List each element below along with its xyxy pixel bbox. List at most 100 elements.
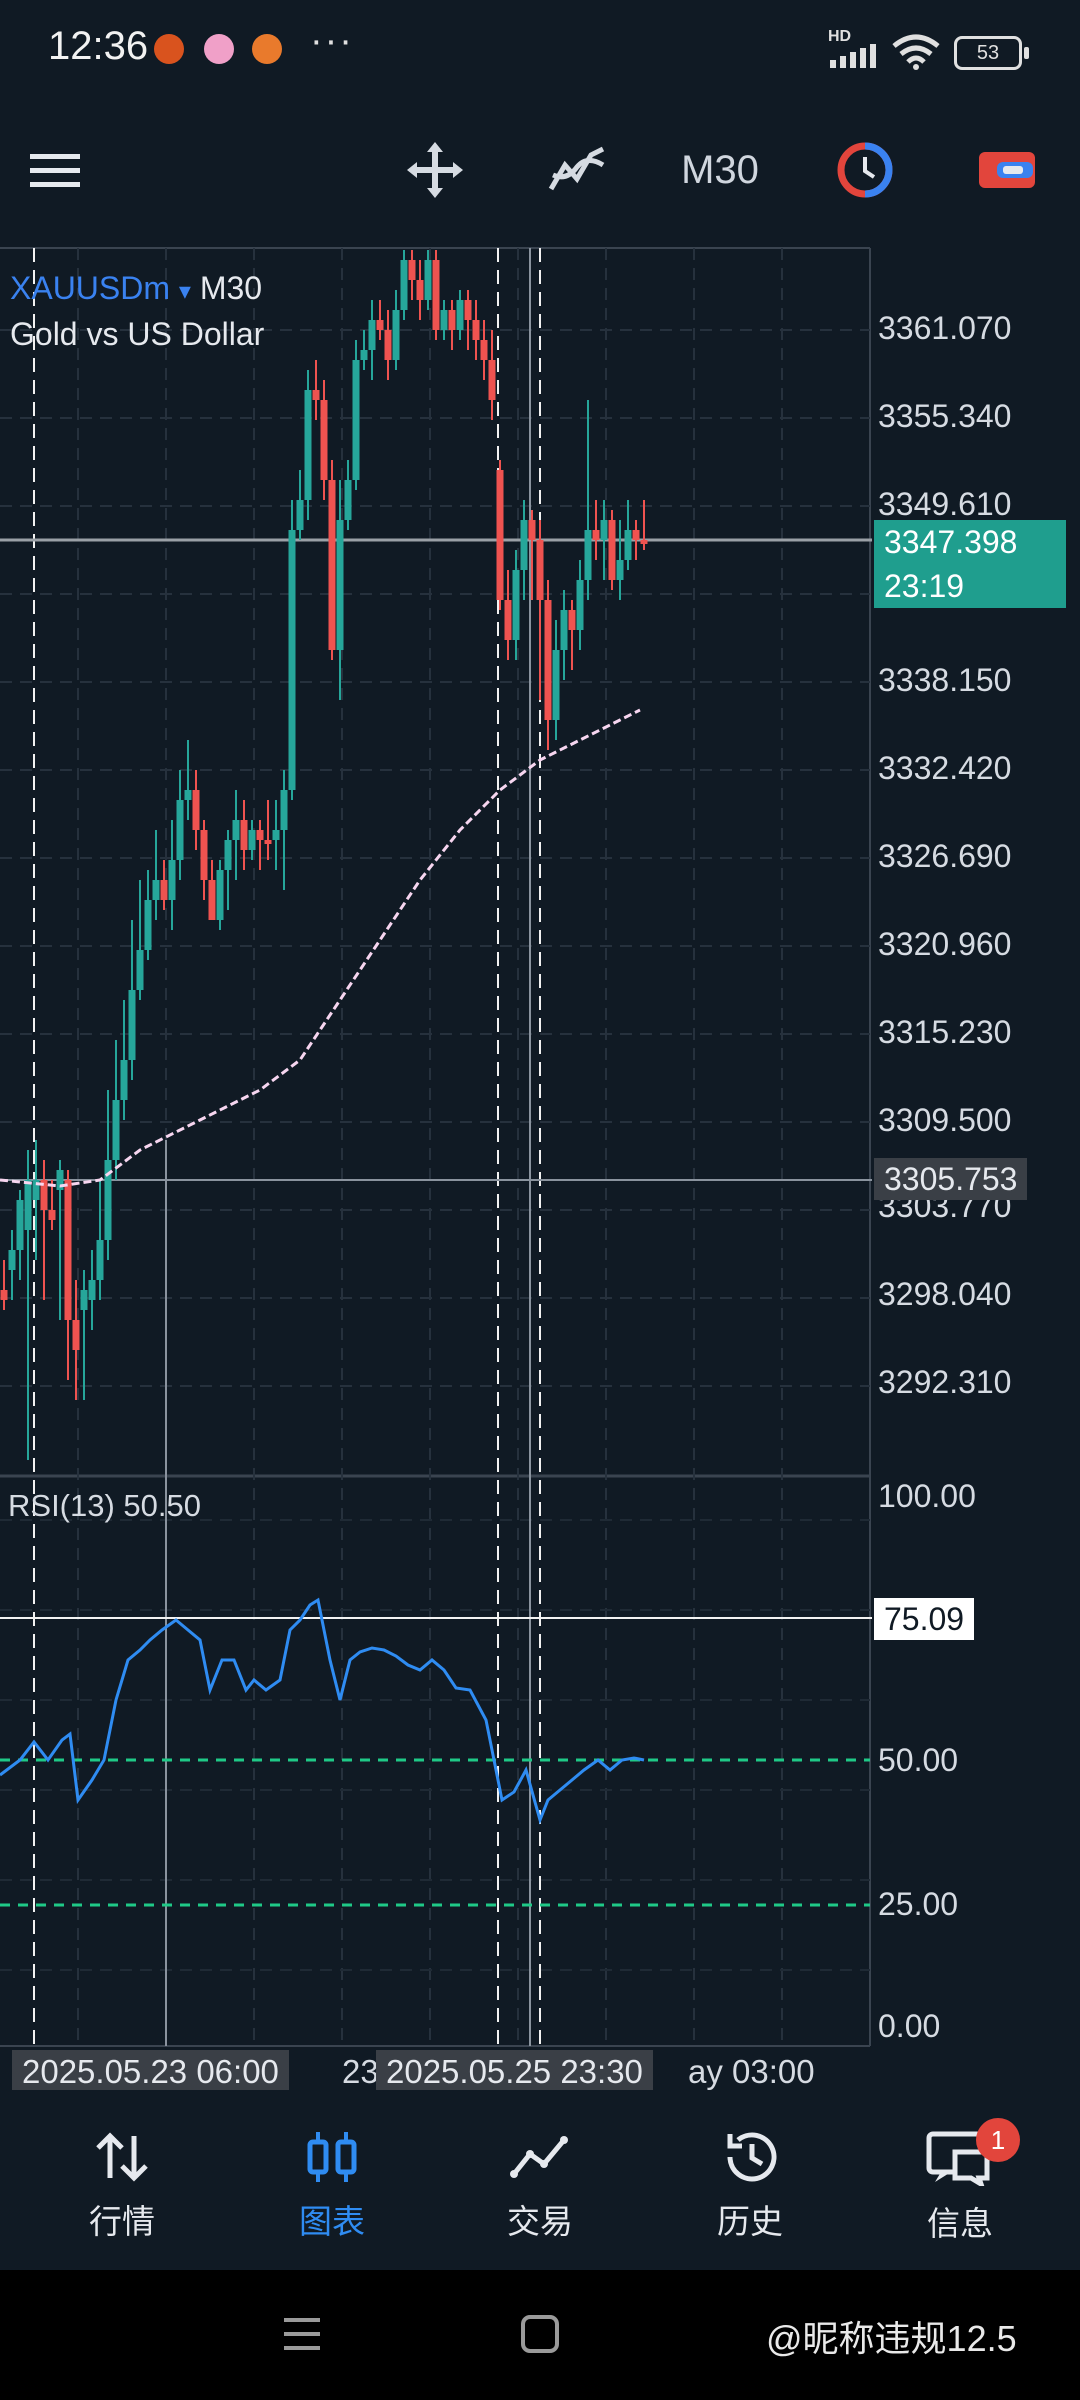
nav-trade[interactable]: 交易 [460,2130,620,2243]
one-click-trading-button[interactable] [830,110,900,230]
candle-body [472,320,480,340]
menu-button[interactable] [20,110,90,230]
candle-body [416,280,424,300]
current-price-tag: 3347.398 23:19 [874,520,1066,608]
rsi-level-0: 0.00 [878,2008,941,2044]
home-icon[interactable] [520,2314,560,2354]
candle-body [448,310,456,330]
candle-body [392,310,400,360]
recent-apps-icon[interactable] [282,2314,322,2354]
crosshair-date-tag-2: 2025.05.25 23:30 [376,2050,653,2094]
price-axis-label: 3355.340 [878,398,1012,434]
objects-icon [979,152,1035,188]
candle-body [272,830,280,840]
candle-body [512,570,520,640]
candle-body [96,1240,104,1280]
symbol-info[interactable]: XAUUSDm ▾ M30 [10,270,262,307]
nav-history[interactable]: 历史 [670,2130,830,2243]
candle-body [16,1200,24,1250]
watermark: @昵称违规12.5 [766,2318,1017,2359]
symbol-name[interactable]: XAUUSDm [10,270,171,306]
crosshair-price-tag: 3305.753 [874,1158,1028,1200]
moving-average-line [0,708,641,1188]
candle-body [256,830,264,840]
candle-body [232,820,240,840]
candle-body [184,790,192,800]
notification-app-icon [204,34,234,64]
candle-body [240,820,248,850]
candle-body [160,880,168,900]
nav-quotes[interactable]: 行情 [42,2130,202,2243]
candle-body [400,260,408,310]
candle-body [440,310,448,330]
crosshair-button[interactable] [400,110,470,230]
candle-body [304,390,312,500]
price-chart[interactable] [0,240,1080,2090]
candle-body [320,400,328,480]
candle-body [544,600,552,720]
rsi-line [0,1597,645,1825]
notification-app-icon [252,34,282,64]
candle-body [128,990,136,1060]
nav-label: 图表 [299,2203,365,2240]
candle-body [200,830,208,880]
bar-countdown: 23:19 [884,568,965,604]
candle-body [120,1060,128,1100]
hd-indicator: HD [828,28,852,45]
status-time: 12:36 [48,24,149,68]
candle-body [624,530,632,560]
candle-body [536,540,544,600]
rsi-level-25: 25.00 [878,1886,959,1922]
candle-body [48,1210,56,1220]
system-navigation-bar [0,2270,1080,2400]
candle-body [208,880,216,920]
price-axis-label: 3326.690 [878,838,1012,874]
candle-body [464,300,472,320]
current-price: 3347.398 [884,524,1018,560]
candle-body [424,260,432,300]
price-axis-label: 3332.420 [878,750,1012,786]
candle-body [600,520,608,540]
symbol-dropdown-icon[interactable]: ▾ [178,278,191,305]
candle-body [352,360,360,480]
candle-body [616,560,624,580]
candle-body [152,880,160,900]
candle-body [40,1180,48,1210]
hamburger-menu-icon [30,154,80,187]
candle-body [192,790,200,830]
candle-body [528,520,536,540]
candle-body [584,530,592,580]
price-axis-label: 3298.040 [878,1276,1012,1312]
candle-body [368,320,376,350]
candle-body [328,480,336,650]
candle-body [280,790,288,830]
candle-body [248,830,256,850]
objects-button[interactable] [972,110,1042,230]
candle-body [488,360,496,400]
candle-body [56,1170,64,1190]
one-click-trading-icon [837,142,893,198]
indicators-button[interactable] [542,110,612,230]
rsi-label: RSI(13) 50.50 [8,1488,201,1523]
timeframe-button[interactable]: M30 [681,147,759,192]
candle-body [88,1280,96,1300]
time-axis-label: 23 [342,2053,379,2090]
candle-body [104,1160,112,1240]
candle-body [496,470,504,600]
candle-body [520,520,528,570]
trade-icon [510,2136,568,2178]
move-crosshair-icon [407,142,463,198]
price-axis-label: 3338.150 [878,662,1012,698]
candle-body [344,480,352,520]
candle-body [288,530,296,790]
nav-chart[interactable]: 图表 [252,2130,412,2243]
price-axis-label: 3315.230 [878,1014,1012,1050]
history-icon [727,2132,777,2182]
candle-body [336,520,344,650]
candle-body [24,1180,32,1230]
price-axis-label: 3349.610 [878,486,1012,522]
candle-body [552,650,560,720]
wifi-icon [892,34,940,70]
price-axis-label: 3292.310 [878,1364,1012,1400]
price-axis-label: 3309.500 [878,1102,1012,1138]
